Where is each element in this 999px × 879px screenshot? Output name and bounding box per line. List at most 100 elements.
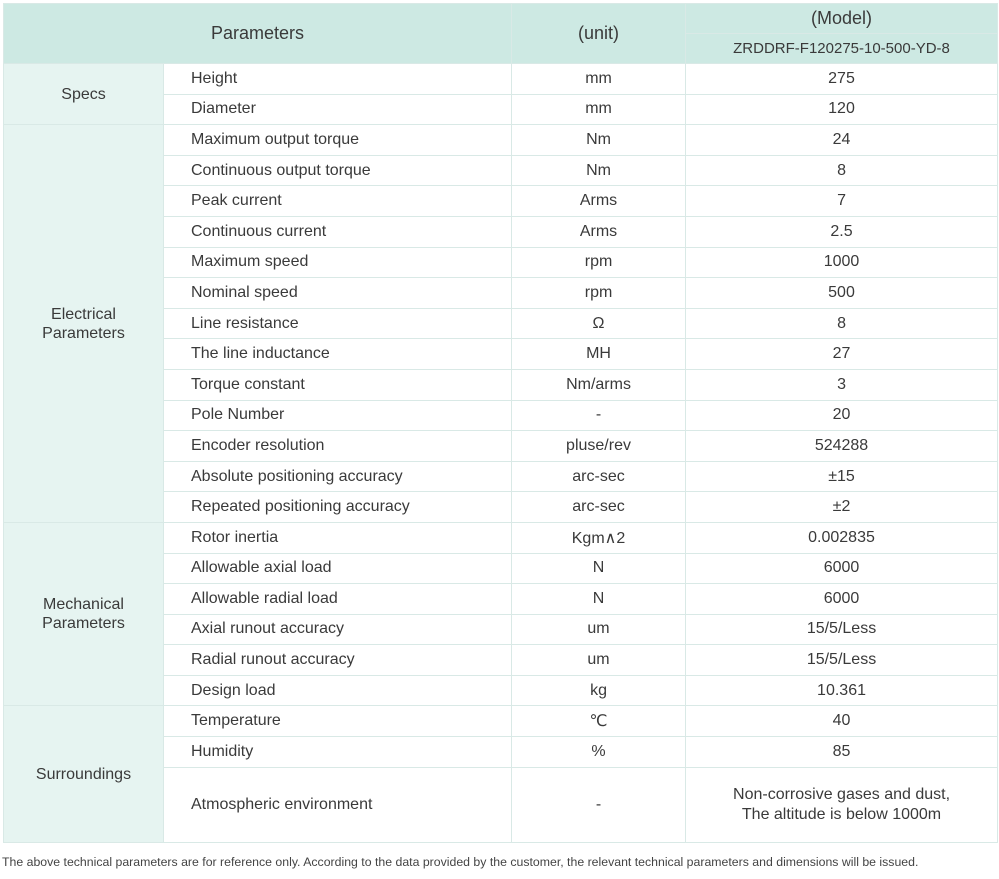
value-cell: ±15 — [685, 460, 999, 493]
value-cell: 500 — [685, 277, 999, 309]
value-cell: 10.361 — [685, 674, 999, 707]
unit-cell: - — [511, 399, 687, 432]
param-cell: Axial runout accuracy — [162, 613, 513, 646]
unit-cell: MH — [511, 338, 687, 370]
table-row: Humidity% 85 — [4, 736, 999, 768]
unit-cell: mm — [511, 93, 687, 126]
unit-cell: mm — [511, 63, 687, 95]
value-cell: 275 — [685, 63, 999, 95]
table-row: Torque constant Nm/arms 3 — [4, 368, 999, 401]
unit-cell: Arms — [511, 185, 687, 217]
unit-cell: um — [511, 644, 687, 676]
value-cell: 524288 — [685, 430, 999, 462]
group-cell: Specs — [3, 62, 164, 126]
value-cell: 6000 — [685, 552, 999, 585]
value-cell: 120 — [685, 93, 999, 126]
param-cell: Design load — [162, 674, 513, 707]
group-cell: Mechanical Parameters — [3, 521, 164, 707]
value-cell: 27 — [685, 338, 999, 370]
unit-cell: Ω — [511, 307, 687, 340]
param-cell: Line resistance — [162, 307, 513, 340]
unit-cell: rpm — [511, 277, 687, 309]
value-cell: 15/5/Less — [685, 613, 999, 646]
table-row: Allowable radial load N 6000 — [4, 583, 999, 615]
table-row: Continuous output torque Nm 8 — [4, 154, 999, 187]
group-name: Surroundings — [35, 765, 132, 783]
unit-cell: Nm/arms — [511, 368, 687, 401]
param-cell: Peak current — [162, 185, 513, 217]
param-cell: Nominal speed — [162, 277, 513, 309]
param-cell: Encoder resolution — [162, 430, 513, 462]
header-unit: (unit) — [511, 3, 687, 64]
spec-table: Parameters (unit) (Model) ZRDDRF-F120275… — [2, 3, 999, 843]
header-model-name: ZRDDRF-F120275-10-500-YD-8 — [685, 33, 999, 64]
value-cell: 6000 — [685, 583, 999, 615]
param-cell: Pole Number — [162, 399, 513, 432]
header-model: (Model) — [685, 3, 999, 34]
param-cell: The line inductance — [162, 338, 513, 370]
unit-cell: pluse/rev — [511, 430, 687, 462]
group-name: Mechanical Parameters — [42, 596, 125, 633]
unit-cell: ℃ — [511, 705, 687, 738]
group-name: Specs — [61, 85, 106, 103]
group-cell: Electrical Parameters — [3, 124, 164, 523]
value-cell: 8 — [685, 307, 999, 340]
param-cell: Temperature — [162, 705, 513, 738]
unit-cell: Nm — [511, 124, 687, 156]
param-cell: Humidity — [162, 736, 513, 768]
unit-cell: kg — [511, 674, 687, 707]
table-row: Pole Number -20 — [4, 399, 999, 432]
param-cell: Torque constant — [162, 368, 513, 401]
table-row: Continuous current Arms 2.5 — [4, 215, 999, 248]
table-row: Allowable axial load N 6000 — [4, 552, 999, 585]
value-cell: 7 — [685, 185, 999, 217]
value-line: The altitude is below 1000m — [741, 805, 942, 823]
unit-cell: N — [511, 552, 687, 585]
value-cell: 0.002835 — [685, 521, 999, 554]
table-row: Diameter mm 120 — [4, 93, 999, 126]
table-row: Encoder resolution pluse/rev 524288 — [4, 430, 999, 462]
table-row: Radial runout accuracy um 15/5/Less — [4, 644, 999, 676]
param-cell: Diameter — [162, 93, 513, 126]
value-cell: 3 — [685, 368, 999, 401]
table-row: Specs Height mm 275 — [3, 62, 999, 126]
group-name: Electrical Parameters — [42, 305, 125, 342]
param-cell: Continuous output torque — [162, 154, 513, 187]
table-row: Absolute positioning accuracy arc-sec ±15 — [4, 460, 999, 493]
table-row: Line resistance Ω 8 — [4, 307, 999, 340]
unit-cell: um — [511, 613, 687, 646]
footnote: The above technical parameters are for r… — [2, 855, 919, 869]
value-cell: 8 — [685, 154, 999, 187]
table-row: Surroundings Temperature ℃ 40 — [3, 705, 999, 843]
value-cell: 85 — [685, 736, 999, 768]
unit-cell: % — [511, 736, 687, 768]
param-cell: Height — [162, 63, 513, 95]
table-body: Specs Height mm 275 Diameter mm 120 Electrical … — [3, 62, 999, 843]
value-cell: Non-corrosive gases and dust, The altitud… — [685, 766, 999, 843]
unit-cell: Kgm∧2 — [511, 521, 687, 554]
table-row: Peak current Arms 7 — [4, 185, 999, 217]
param-cell: Repeated positioning accuracy — [162, 491, 513, 523]
header-parameters: Parameters — [2, 3, 513, 64]
table-row: Electrical Parameters Maximum output torq… — [3, 124, 999, 523]
value-cell: 20 — [685, 399, 999, 432]
param-cell: Continuous current — [162, 215, 513, 248]
value-cell: 24 — [685, 124, 999, 156]
param-cell: Allowable axial load — [162, 552, 513, 585]
table-row: The line inductance MH 27 — [4, 338, 999, 370]
param-cell: Absolute positioning accuracy — [162, 460, 513, 493]
unit-cell: rpm — [511, 246, 687, 279]
param-cell: Rotor inertia — [162, 521, 513, 554]
param-cell: Allowable radial load — [162, 583, 513, 615]
unit-cell: arc-sec — [511, 491, 687, 523]
unit-cell: - — [511, 766, 687, 843]
value-cell: ±2 — [685, 491, 999, 523]
table-row: Atmospheric environment - Non-corrosive ga… — [4, 766, 999, 843]
table-row: Nominal speed rpm 500 — [4, 277, 999, 309]
param-cell: Radial runout accuracy — [162, 644, 513, 676]
value-cell: 1000 — [685, 246, 999, 279]
value-cell: 2.5 — [685, 215, 999, 248]
unit-cell: Nm — [511, 154, 687, 187]
param-cell: Atmospheric environment — [162, 766, 513, 843]
